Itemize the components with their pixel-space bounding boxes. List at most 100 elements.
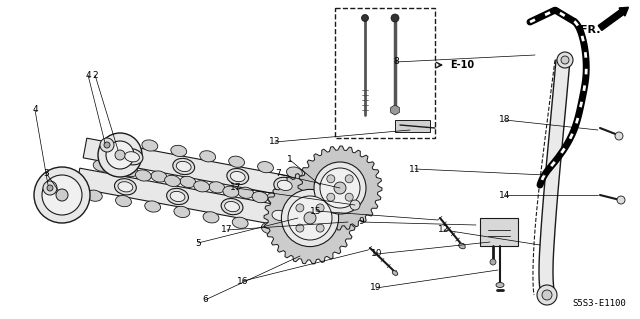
- Ellipse shape: [496, 283, 504, 287]
- Circle shape: [391, 14, 399, 22]
- Ellipse shape: [227, 168, 249, 185]
- Circle shape: [350, 200, 360, 210]
- Text: 16: 16: [237, 277, 249, 286]
- Circle shape: [327, 193, 335, 201]
- Ellipse shape: [230, 172, 245, 182]
- Ellipse shape: [203, 212, 219, 223]
- Text: 17: 17: [221, 226, 233, 234]
- Text: 19: 19: [371, 284, 381, 293]
- Circle shape: [42, 175, 82, 215]
- Text: 12: 12: [438, 226, 450, 234]
- Text: 18: 18: [499, 115, 511, 124]
- Ellipse shape: [261, 223, 277, 234]
- Circle shape: [617, 196, 625, 204]
- Circle shape: [100, 138, 114, 152]
- Circle shape: [98, 133, 142, 177]
- Text: 9: 9: [358, 218, 364, 226]
- Circle shape: [304, 212, 316, 224]
- Text: 15: 15: [310, 206, 322, 216]
- Ellipse shape: [274, 177, 296, 194]
- Circle shape: [316, 204, 324, 212]
- Ellipse shape: [170, 191, 185, 202]
- Ellipse shape: [164, 175, 180, 187]
- Polygon shape: [298, 146, 382, 230]
- Ellipse shape: [287, 167, 302, 178]
- Text: 17: 17: [230, 183, 242, 192]
- Ellipse shape: [176, 161, 191, 172]
- Text: 7: 7: [275, 169, 281, 179]
- Ellipse shape: [116, 196, 131, 207]
- Ellipse shape: [142, 140, 158, 151]
- Circle shape: [296, 224, 304, 232]
- Circle shape: [345, 193, 353, 201]
- Circle shape: [345, 175, 353, 183]
- Ellipse shape: [257, 161, 273, 173]
- Text: 3: 3: [43, 168, 49, 177]
- Text: 14: 14: [499, 190, 511, 199]
- Text: 11: 11: [409, 165, 420, 174]
- Circle shape: [316, 224, 324, 232]
- Circle shape: [334, 182, 346, 194]
- Ellipse shape: [232, 217, 248, 228]
- Ellipse shape: [122, 166, 138, 177]
- Circle shape: [56, 189, 68, 201]
- Ellipse shape: [173, 158, 195, 174]
- Circle shape: [542, 290, 552, 300]
- Ellipse shape: [238, 187, 253, 198]
- Ellipse shape: [115, 179, 136, 195]
- Ellipse shape: [125, 152, 140, 162]
- Bar: [335, 8, 435, 138]
- Circle shape: [34, 167, 90, 223]
- Bar: [480, 218, 518, 246]
- Ellipse shape: [174, 206, 190, 218]
- Ellipse shape: [171, 145, 187, 157]
- Text: 1: 1: [287, 155, 293, 165]
- Circle shape: [282, 189, 339, 247]
- Ellipse shape: [459, 243, 465, 249]
- Text: 10: 10: [371, 249, 383, 258]
- Ellipse shape: [277, 180, 292, 190]
- Circle shape: [314, 162, 366, 214]
- Circle shape: [615, 132, 623, 140]
- Circle shape: [537, 285, 557, 305]
- Text: E-10: E-10: [450, 60, 474, 70]
- Ellipse shape: [194, 181, 210, 192]
- FancyArrow shape: [598, 7, 628, 30]
- Ellipse shape: [272, 210, 287, 220]
- Ellipse shape: [136, 170, 151, 181]
- Text: FR.: FR.: [580, 25, 600, 35]
- Text: 8: 8: [393, 57, 399, 66]
- Circle shape: [288, 196, 332, 240]
- Ellipse shape: [180, 176, 196, 188]
- Ellipse shape: [392, 271, 397, 275]
- Ellipse shape: [93, 160, 109, 171]
- Text: 6: 6: [202, 295, 208, 305]
- Circle shape: [362, 14, 369, 21]
- Bar: [395, 120, 430, 132]
- Ellipse shape: [151, 171, 167, 182]
- Ellipse shape: [145, 201, 161, 212]
- Ellipse shape: [223, 186, 239, 197]
- Circle shape: [43, 181, 57, 195]
- Polygon shape: [264, 172, 356, 264]
- Circle shape: [490, 259, 496, 265]
- Ellipse shape: [118, 182, 133, 192]
- Ellipse shape: [200, 151, 216, 162]
- Ellipse shape: [106, 165, 122, 176]
- Ellipse shape: [228, 156, 244, 167]
- Ellipse shape: [252, 191, 268, 203]
- Circle shape: [557, 52, 573, 68]
- Ellipse shape: [225, 202, 239, 212]
- Ellipse shape: [267, 193, 283, 204]
- Ellipse shape: [209, 182, 225, 193]
- Text: 2: 2: [92, 70, 98, 79]
- Ellipse shape: [281, 197, 297, 208]
- Text: S5S3-E1100: S5S3-E1100: [572, 299, 626, 308]
- Circle shape: [47, 185, 53, 191]
- Circle shape: [104, 142, 110, 148]
- Ellipse shape: [221, 198, 243, 215]
- Ellipse shape: [269, 207, 291, 224]
- Text: 4: 4: [85, 70, 91, 79]
- Circle shape: [115, 150, 125, 160]
- Circle shape: [327, 175, 335, 183]
